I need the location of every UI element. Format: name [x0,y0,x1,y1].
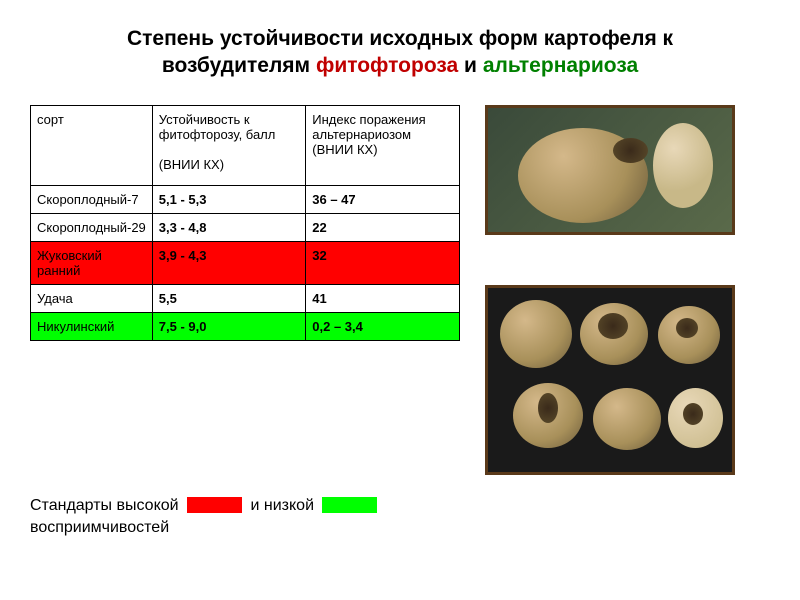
title-connector: и [458,54,483,77]
legend-text1: Стандарты высокой [30,497,179,514]
cell-value: 5,1 - 5,3 [152,185,305,213]
cell-value: 41 [306,284,460,312]
cell-value: 22 [306,213,460,241]
table-row: Никулинский7,5 - 9,00,2 – 3,4 [31,312,460,340]
cell-value: 7,5 - 9,0 [152,312,305,340]
cell-value: 0,2 – 3,4 [306,312,460,340]
photo-top [485,105,735,235]
legend-text2: и низкой [251,497,315,514]
title-disease2: альтернариоза [483,54,638,77]
table-row: Жуковский ранний3,9 - 4,332 [31,241,460,284]
title-line2a: возбудителям [162,54,316,77]
resistance-table: сорт Устойчивость к фитофторозу, балл(ВН… [30,105,460,341]
cell-variety: Скороплодный-29 [31,213,153,241]
cell-value: 5,5 [152,284,305,312]
legend-text3: восприимчивостей [30,519,169,536]
table-header-row: сорт Устойчивость к фитофторозу, балл(ВН… [31,105,460,185]
content-row: сорт Устойчивость к фитофторозу, балл(ВН… [30,105,770,475]
swatch-low [322,497,377,513]
table-column: сорт Устойчивость к фитофторозу, балл(ВН… [30,105,460,475]
table-row: Скороплодный-75,1 - 5,336 – 47 [31,185,460,213]
table-row: Скороплодный-293,3 - 4,822 [31,213,460,241]
cell-value: 3,9 - 4,3 [152,241,305,284]
cell-value: 3,3 - 4,8 [152,213,305,241]
swatch-high [187,497,242,513]
legend: Стандарты высокой и низкой восприимчивос… [30,495,770,540]
cell-value: 32 [306,241,460,284]
cell-variety: Никулинский [31,312,153,340]
title-line1: Степень устойчивости исходных форм карто… [127,27,673,50]
photo-bottom [485,285,735,475]
slide-title: Степень устойчивости исходных форм карто… [30,25,770,80]
cell-value: 36 – 47 [306,185,460,213]
title-disease1: фитофтороза [316,54,458,77]
col-header-alt: Индекс поражения альтернариозом (ВНИИ КХ… [306,105,460,185]
cell-variety: Удача [31,284,153,312]
cell-variety: Жуковский ранний [31,241,153,284]
table-row: Удача5,541 [31,284,460,312]
photo-column [485,105,735,475]
col-header-variety: сорт [31,105,153,185]
col-header-phyto: Устойчивость к фитофторозу, балл(ВНИИ КХ… [152,105,305,185]
cell-variety: Скороплодный-7 [31,185,153,213]
